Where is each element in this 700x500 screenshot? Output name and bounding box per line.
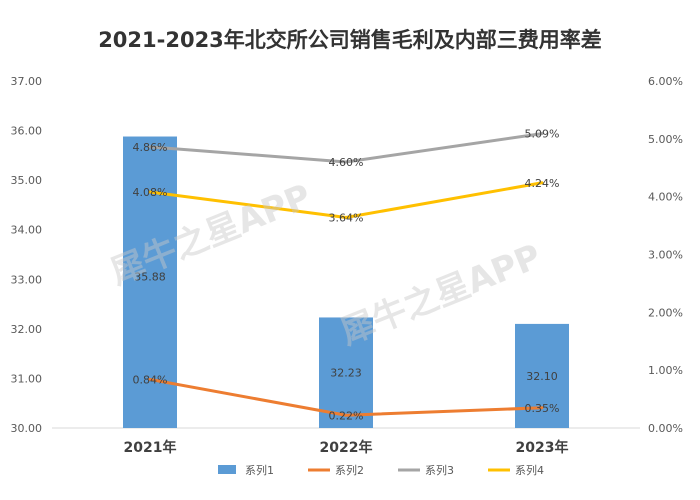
right-axis-tick-label: 3.00% (648, 249, 683, 262)
right-axis-tick-label: 0.00% (648, 422, 683, 435)
left-axis-tick-label: 33.00 (11, 273, 43, 286)
line-data-label: 4.08% (133, 186, 168, 199)
line-data-label: 0.84% (133, 373, 168, 386)
right-axis-tick-label: 6.00% (648, 75, 683, 88)
x-axis-tick-label: 2021年 (124, 439, 177, 456)
left-axis-tick-label: 32.00 (11, 323, 43, 336)
left-axis-tick-label: 31.00 (11, 372, 43, 385)
x-axis-tick-label: 2023年 (516, 439, 569, 456)
bar (319, 317, 373, 428)
legend-swatch (218, 465, 236, 474)
right-axis-tick-label: 1.00% (648, 364, 683, 377)
line-data-label: 0.35% (525, 402, 560, 415)
legend-label: 系列2 (335, 463, 364, 477)
chart-title: 2021-2023年北交所公司销售毛利及内部三费用率差 (98, 28, 602, 52)
bar-data-label: 32.23 (330, 367, 362, 380)
line-data-label: 0.22% (329, 409, 364, 422)
line-data-label: 5.09% (525, 128, 560, 141)
bar-data-label: 32.10 (526, 370, 558, 383)
left-axis-tick-label: 34.00 (11, 224, 43, 237)
line-data-label: 4.60% (329, 156, 364, 169)
watermark-text: 犀牛之星APP (335, 237, 547, 354)
series-line (148, 181, 544, 219)
legend-label: 系列4 (515, 463, 544, 477)
right-axis-tick-label: 5.00% (648, 133, 683, 146)
line-data-label: 4.86% (133, 141, 168, 154)
series-line (148, 132, 544, 164)
line-data-label: 4.24% (525, 177, 560, 190)
left-axis-tick-label: 37.00 (11, 75, 43, 88)
left-axis-tick-label: 30.00 (11, 422, 43, 435)
x-axis-tick-label: 2022年 (320, 439, 373, 456)
left-axis-tick-label: 35.00 (11, 174, 43, 187)
line-data-label: 3.64% (329, 211, 364, 224)
legend-label: 系列1 (245, 463, 274, 477)
bar (515, 323, 569, 428)
legend-label: 系列3 (425, 463, 454, 477)
right-axis-tick-label: 4.00% (648, 191, 683, 204)
bar-data-label: 35.88 (134, 270, 166, 283)
series-line (148, 377, 544, 417)
right-axis-tick-label: 2.00% (648, 306, 683, 319)
left-axis-tick-label: 36.00 (11, 125, 43, 138)
